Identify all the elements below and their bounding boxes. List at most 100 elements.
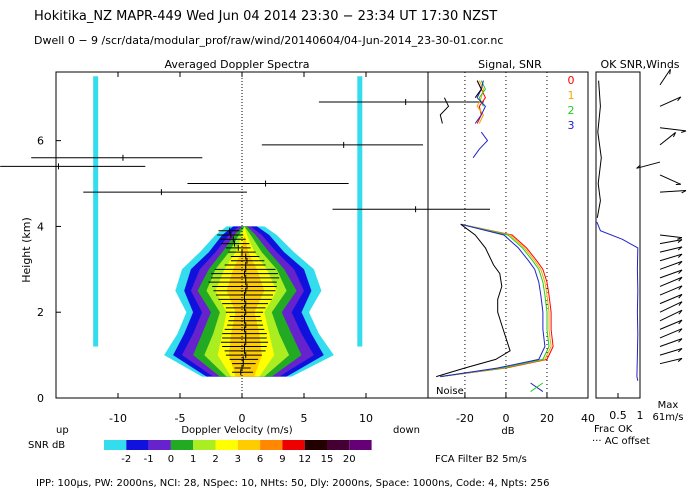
noise-cross-b <box>530 382 544 392</box>
radial-velocity-mark <box>232 369 254 376</box>
frac-ok-tick-label: 1 <box>637 409 644 422</box>
radial-velocity-mark <box>225 309 264 316</box>
wind-vector-head <box>681 130 687 133</box>
radial-velocity-mark <box>318 99 484 106</box>
wind-vector-head <box>677 253 683 258</box>
wind-vector <box>659 132 676 146</box>
spectra-axes: -10 -5 0 5 10 0 2 4 6 <box>37 72 373 425</box>
clutter-band-1 <box>357 76 363 347</box>
snr-series-signal <box>436 223 511 378</box>
ac-offset-label: ··· AC offset <box>592 436 650 447</box>
clutter-band-0 <box>93 76 99 347</box>
colorbar-cell <box>304 440 327 450</box>
radial-velocity-mark <box>208 279 277 286</box>
frac-ok-frame <box>595 71 641 399</box>
wind-vector <box>659 309 683 322</box>
wind-vector <box>659 260 683 270</box>
snr-colorbar: SNR dB -2 -1 0 1 2 3 6 9 12 15 20 <box>28 440 372 465</box>
wind-vector-head <box>678 338 683 343</box>
snr-series-2 <box>440 223 550 378</box>
colorbar-tick-label: 1 <box>190 454 196 465</box>
wind-vector-head <box>678 261 683 266</box>
snr-upper-trace <box>474 80 482 98</box>
wind-vector <box>659 190 687 193</box>
wind-vector-head <box>672 132 677 138</box>
spectra-xlabel: Doppler Velocity (m/s) <box>181 425 292 436</box>
radial-velocity-mark <box>212 283 277 290</box>
snr-legend-entry: 1 <box>568 89 575 102</box>
wind-vector <box>659 348 683 356</box>
radial-velocity-mark <box>187 180 349 187</box>
wind-vector-head <box>677 239 683 243</box>
radial-velocity-mark <box>225 304 266 311</box>
spectra-up-label: up <box>56 425 69 436</box>
snr-x-tick-label: 20 <box>540 412 554 425</box>
x-tick-label: 10 <box>359 412 373 425</box>
radial-velocity-mark <box>332 206 490 213</box>
radial-velocity-mark <box>83 189 247 196</box>
radial-velocity-mark <box>224 326 265 333</box>
radial-velocity-mark <box>228 249 256 256</box>
radial-velocity-mark <box>230 253 260 260</box>
wind-vector <box>659 174 682 185</box>
wind-vector <box>659 328 683 339</box>
snr-xlabel: dB <box>501 426 514 437</box>
spectra-title: Averaged Doppler Spectra <box>164 58 309 71</box>
snr-lines-layer <box>436 72 554 398</box>
colorbar-tick-label: 12 <box>298 454 311 465</box>
wind-vector <box>659 285 683 296</box>
radial-velocity-mark <box>220 339 269 346</box>
radial-velocity-mark <box>214 266 276 273</box>
radial-velocity-mark <box>218 296 272 303</box>
frac-ok-label: Frac OK <box>594 424 633 435</box>
snr-series-0 <box>440 223 554 378</box>
snr-title: Signal, SNR <box>478 58 542 71</box>
radial-velocity-mark <box>219 236 246 243</box>
wind-vector-head <box>678 285 683 290</box>
colorbar-cell <box>193 440 216 450</box>
colorbar-tick-label: 6 <box>257 454 263 465</box>
wind-vector <box>659 246 683 253</box>
wind-vector-head <box>677 348 683 353</box>
radial-velocity-mark <box>225 244 251 251</box>
colorbar-cell <box>170 440 194 450</box>
wind-vector <box>659 269 683 279</box>
snr-upper-trace <box>472 131 489 159</box>
snr-series-3 <box>440 223 546 378</box>
radial-velocity-mark <box>31 154 203 161</box>
snr-upper-trace <box>474 80 486 124</box>
colorbar-tick-label: 15 <box>321 454 334 465</box>
wind-vector-head <box>678 269 683 274</box>
snr-legend: 0 1 2 3 <box>568 74 575 132</box>
radial-velocity-mark <box>220 240 250 247</box>
radial-velocity-mark <box>232 360 256 367</box>
colorbar-cell <box>104 440 127 450</box>
radial-velocity-mark <box>218 227 240 234</box>
noise-label: Noise <box>436 386 464 397</box>
snr-series-1 <box>440 223 552 378</box>
wind-vector-head <box>677 246 683 251</box>
wind-vector <box>659 276 683 287</box>
winds-panel: 0.5 1 Frac OK ··· AC offset Max 61m/s <box>592 68 687 447</box>
colorbar-tick-label: 9 <box>279 454 285 465</box>
spectra-panel: -10 -5 0 5 10 0 2 4 6 Height (km) Doppler Veloci… <box>0 71 490 436</box>
snr-legend-entry: 3 <box>568 119 575 132</box>
snr-upper-trace <box>439 97 450 124</box>
y-tick-label: 2 <box>37 306 44 319</box>
ac-offset-dots: ··· <box>592 436 605 447</box>
wind-vector-head <box>677 237 683 240</box>
spectra-ylabel: Height (km) <box>20 217 33 283</box>
wind-vector <box>659 301 683 313</box>
wind-vector-head <box>678 328 683 333</box>
plot-header-title: Hokitika_NZ MAPR-449 Wed Jun 04 2014 23:… <box>34 9 497 24</box>
radial-velocity-mark <box>261 141 424 148</box>
radial-velocity-mark <box>0 163 146 170</box>
wind-vector <box>659 357 683 365</box>
wind-vector <box>659 234 683 239</box>
wind-vector <box>659 239 683 245</box>
colorbar-cell <box>237 440 261 450</box>
wind-vector <box>659 68 671 86</box>
spectra-down-label: down <box>393 425 420 436</box>
spectra-radial-velocity-layer <box>0 99 490 376</box>
